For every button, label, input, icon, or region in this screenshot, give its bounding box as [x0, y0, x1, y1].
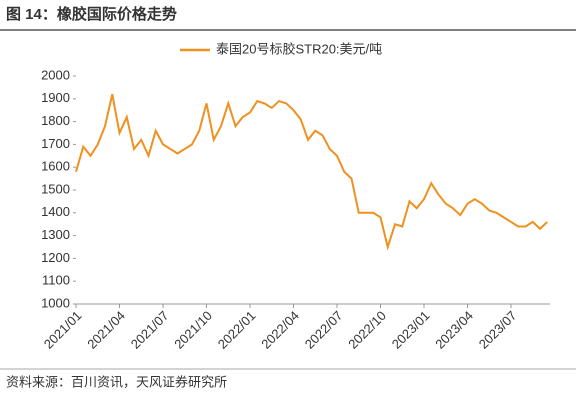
x-tick-label: 2022/07	[302, 308, 346, 352]
x-tick-label: 2022/01	[215, 308, 259, 352]
x-tick-label: 2021/10	[171, 308, 215, 352]
x-tick-label: 2022/04	[258, 308, 302, 352]
x-tick-label: 2023/01	[389, 308, 433, 352]
y-tick-label: 1100	[42, 273, 70, 288]
x-tick-label: 2021/04	[84, 308, 128, 352]
y-tick-label: 1200	[41, 250, 70, 265]
x-tick-label: 2023/04	[432, 308, 476, 352]
source-note: 资料来源：百川资讯，天风证券研究所	[6, 374, 227, 389]
x-tick-label: 2022/10	[345, 308, 389, 352]
chart-title: 图 14：橡胶国际价格走势	[6, 5, 177, 23]
x-tick-label: 2023/07	[476, 308, 520, 352]
y-tick-label: 1800	[41, 113, 70, 128]
y-tick-label: 1500	[41, 181, 70, 196]
legend-label: 泰国20号标胶STR20:美元/吨	[216, 41, 382, 56]
series-line	[75, 94, 548, 251]
y-tick-label: 1900	[41, 90, 70, 105]
y-tick-label: 1700	[41, 136, 70, 151]
y-tick-label: 1400	[41, 204, 70, 219]
y-tick-label: 1300	[41, 227, 70, 242]
x-tick-label: 2021/01	[41, 308, 85, 352]
y-tick-label: 2000	[41, 67, 70, 82]
y-tick-label: 1000	[41, 295, 70, 310]
y-tick-label: 1600	[41, 159, 70, 174]
x-tick-label: 2021/07	[128, 308, 172, 352]
